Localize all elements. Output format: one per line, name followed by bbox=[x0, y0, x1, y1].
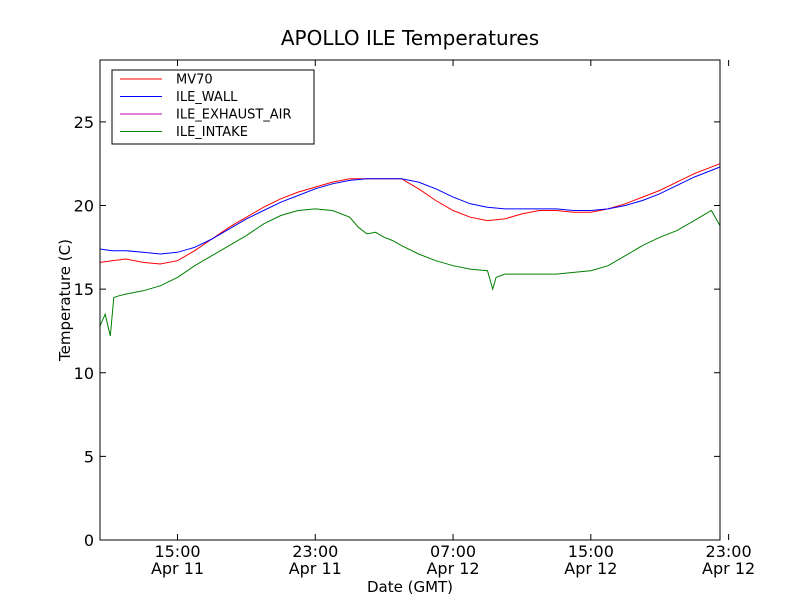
legend: MV70 ILE_WALL ILE_EXHAUST_AIR ILE_INTAKE bbox=[111, 69, 315, 145]
y-tick-label: 25 bbox=[74, 113, 94, 132]
x-tick-label-time: 07:00 bbox=[430, 542, 476, 561]
y-axis-ticks: 0 5 10 15 20 25 bbox=[74, 113, 720, 550]
y-tick-label: 10 bbox=[74, 364, 94, 383]
x-tick-label-time: 15:00 bbox=[154, 542, 200, 561]
x-axis-label: Date (GMT) bbox=[367, 578, 453, 596]
y-axis-label: Temperature (C) bbox=[56, 239, 74, 362]
x-tick-label-time: 23:00 bbox=[292, 542, 338, 561]
chart-title: APOLLO ILE Temperatures bbox=[281, 26, 539, 50]
x-tick-label-time: 23:00 bbox=[706, 542, 752, 561]
x-tick-label-date: Apr 12 bbox=[564, 559, 617, 578]
series-lines bbox=[99, 163, 721, 337]
legend-label-ile-intake: ILE_INTAKE bbox=[176, 125, 248, 140]
x-tick-label-date: Apr 11 bbox=[151, 559, 204, 578]
y-tick-label: 0 bbox=[84, 531, 94, 550]
x-tick-label-time: 15:00 bbox=[568, 542, 614, 561]
legend-label-ile-wall: ILE_WALL bbox=[176, 90, 238, 105]
plot-frame bbox=[99, 59, 721, 541]
x-tick-label-date: Apr 11 bbox=[289, 559, 342, 578]
x-tick-label-date: Apr 12 bbox=[426, 559, 479, 578]
series-line-ile-intake bbox=[99, 208, 721, 337]
y-tick-label: 5 bbox=[84, 447, 94, 466]
legend-label-mv70: MV70 bbox=[176, 73, 213, 88]
x-tick-label-date: Apr 12 bbox=[702, 559, 755, 578]
y-tick-label: 15 bbox=[74, 280, 94, 299]
series-line-ile-wall bbox=[99, 166, 721, 255]
y-tick-label: 20 bbox=[74, 197, 94, 216]
legend-label-ile-exhaust-air: ILE_EXHAUST_AIR bbox=[176, 108, 292, 123]
